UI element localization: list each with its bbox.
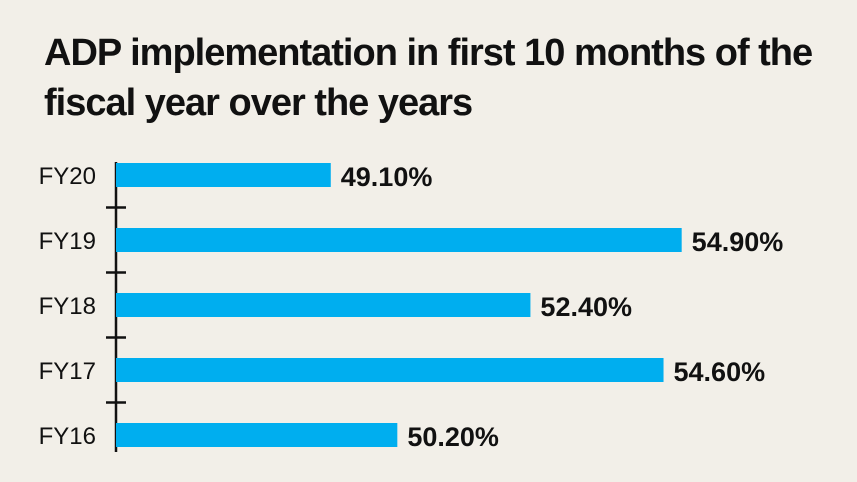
category-label-fy19: FY19 xyxy=(39,228,96,255)
bar-fy17 xyxy=(116,358,664,382)
value-label-fy20: 49.10% xyxy=(341,162,433,192)
category-label-fy17: FY17 xyxy=(39,358,96,385)
category-label-fy18: FY18 xyxy=(39,293,96,320)
chart-title: ADP implementation in first 10 months of… xyxy=(44,32,813,124)
value-label-fy16: 50.20% xyxy=(407,422,499,452)
axis-ticks xyxy=(106,206,126,404)
value-labels: 49.10% 54.90% 52.40% 54.60% 50.20% xyxy=(341,162,783,452)
category-label-fy16: FY16 xyxy=(39,423,96,450)
bar-fy18 xyxy=(116,293,531,317)
value-label-fy19: 54.90% xyxy=(692,227,784,257)
value-label-fy18: 52.40% xyxy=(540,292,632,322)
bar-fy19 xyxy=(116,228,682,252)
bars-group xyxy=(116,163,682,447)
bar-fy16 xyxy=(116,423,398,447)
bar-fy20 xyxy=(116,163,331,187)
value-label-fy17: 54.60% xyxy=(674,357,766,387)
category-label-fy20: FY20 xyxy=(39,163,96,190)
category-labels: FY20 FY19 FY18 FY17 FY16 xyxy=(39,163,96,450)
